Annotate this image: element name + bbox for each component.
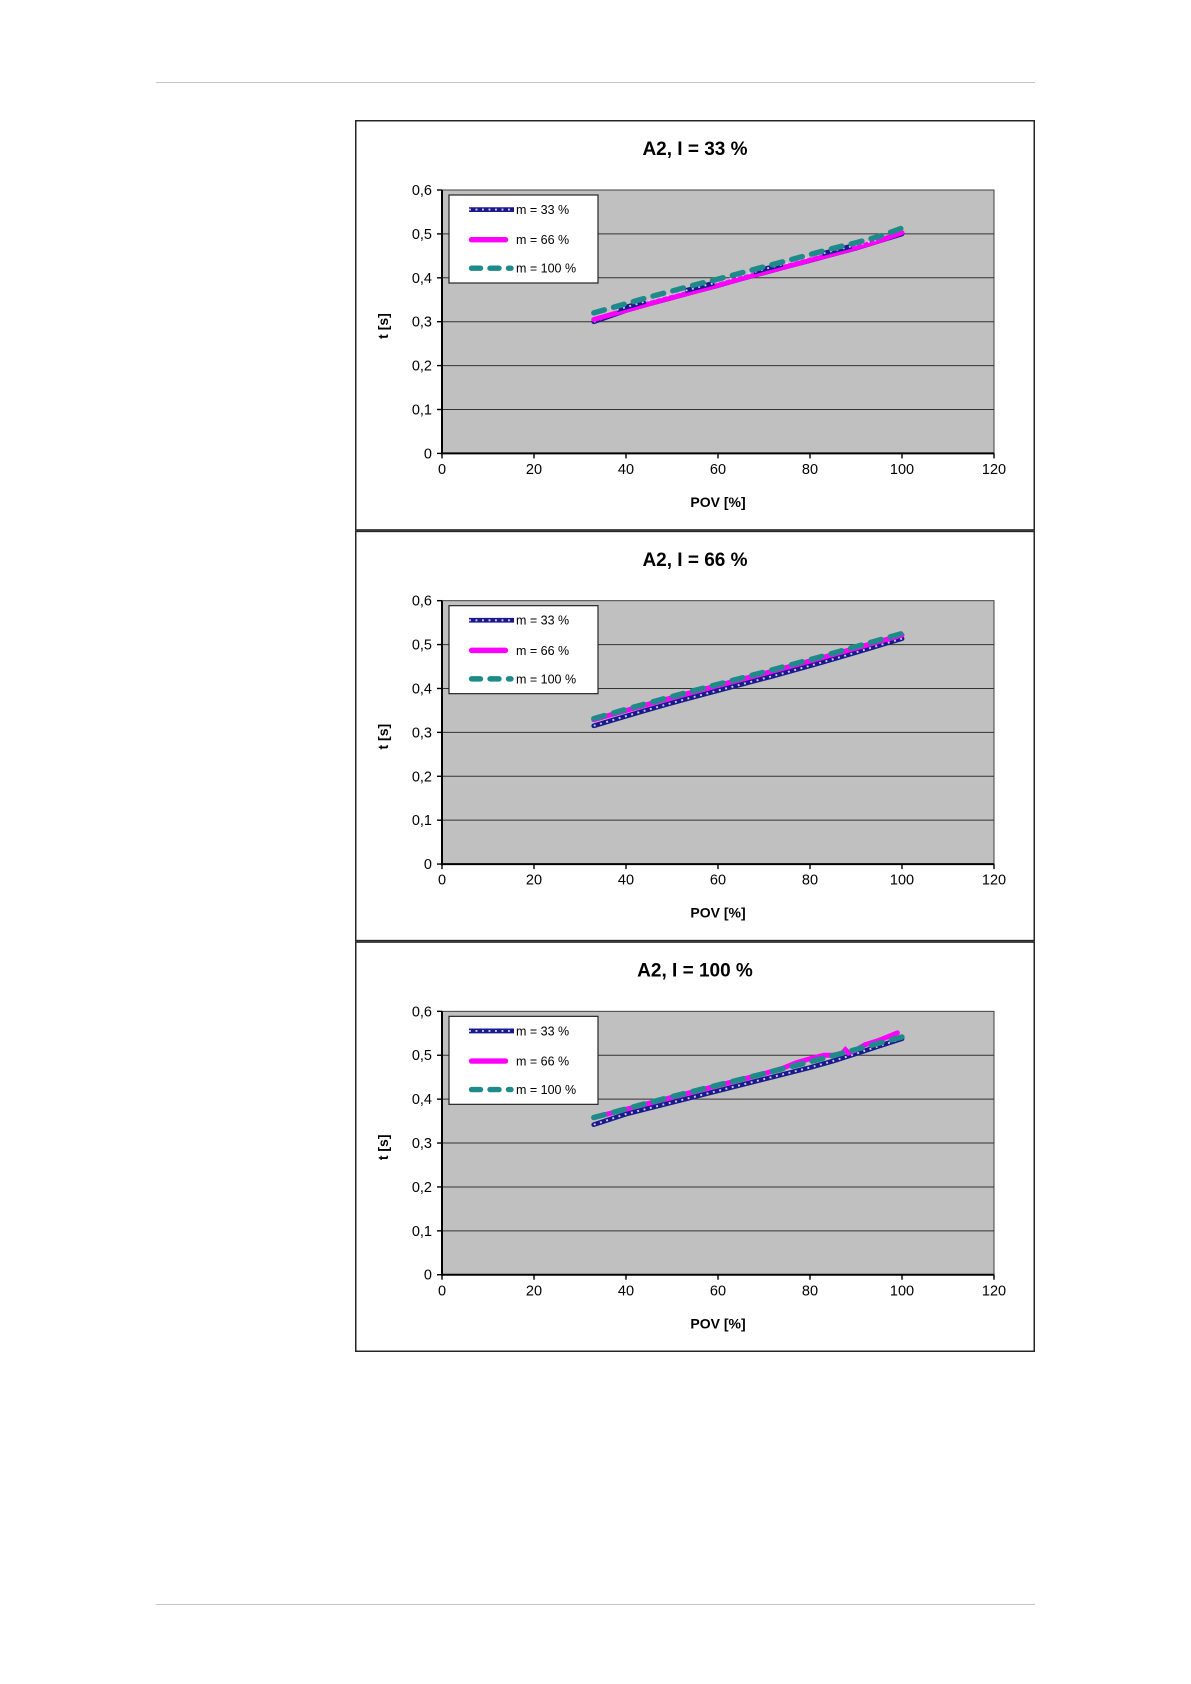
svg-text:60: 60 [710,462,726,478]
svg-text:m = 100 %: m = 100 % [516,262,576,276]
svg-text:60: 60 [710,1283,726,1299]
svg-text:0,1: 0,1 [412,813,432,829]
svg-text:40: 40 [618,1283,634,1299]
svg-text:0,1: 0,1 [412,403,432,419]
svg-text:POV [%]: POV [%] [690,1315,745,1331]
svg-text:120: 120 [982,462,1006,478]
svg-text:0,6: 0,6 [412,594,432,610]
svg-text:80: 80 [802,873,818,889]
svg-text:0,3: 0,3 [412,1136,432,1152]
svg-text:80: 80 [802,462,818,478]
svg-text:m = 66 %: m = 66 % [516,233,569,247]
svg-text:0: 0 [424,857,432,873]
svg-text:0,5: 0,5 [412,1048,432,1064]
svg-text:0,4: 0,4 [412,1092,432,1108]
svg-text:A2, I = 100 %: A2, I = 100 % [637,961,753,982]
svg-text:0: 0 [438,1283,446,1299]
svg-text:0,4: 0,4 [412,681,432,697]
svg-text:m = 33 %: m = 33 % [516,1024,569,1038]
svg-text:m = 66 %: m = 66 % [516,644,569,658]
svg-text:m = 100 %: m = 100 % [516,672,576,686]
svg-text:100: 100 [890,873,914,889]
svg-text:t [s]: t [s] [375,724,391,750]
svg-text:40: 40 [618,462,634,478]
svg-text:0,2: 0,2 [412,1180,432,1196]
svg-text:t [s]: t [s] [375,1135,391,1161]
svg-text:80: 80 [802,1283,818,1299]
svg-text:0: 0 [424,446,432,462]
svg-text:100: 100 [890,1283,914,1299]
svg-text:0,5: 0,5 [412,638,432,654]
svg-text:m = 33 %: m = 33 % [516,614,569,628]
svg-text:POV [%]: POV [%] [690,905,745,921]
svg-text:A2, I = 66 %: A2, I = 66 % [642,550,747,571]
svg-text:0,3: 0,3 [412,315,432,331]
svg-text:m = 33 %: m = 33 % [516,203,569,217]
svg-text:60: 60 [710,873,726,889]
svg-text:0: 0 [438,462,446,478]
svg-text:100: 100 [890,462,914,478]
svg-text:0,5: 0,5 [412,227,432,243]
svg-text:40: 40 [618,873,634,889]
svg-text:0,3: 0,3 [412,725,432,741]
svg-text:120: 120 [982,1283,1006,1299]
svg-text:20: 20 [526,462,542,478]
svg-text:0,6: 0,6 [412,1004,432,1020]
svg-text:A2, I = 33 %: A2, I = 33 % [642,139,747,160]
svg-text:0: 0 [424,1268,432,1284]
svg-text:t [s]: t [s] [375,313,391,339]
svg-text:0,2: 0,2 [412,359,432,375]
svg-text:m = 66 %: m = 66 % [516,1054,569,1068]
svg-text:20: 20 [526,1283,542,1299]
svg-text:0,4: 0,4 [412,271,432,287]
svg-text:0: 0 [438,873,446,889]
svg-text:m = 100 %: m = 100 % [516,1083,576,1097]
svg-text:120: 120 [982,873,1006,889]
svg-text:20: 20 [526,873,542,889]
svg-text:POV [%]: POV [%] [690,494,745,510]
svg-text:0,2: 0,2 [412,769,432,785]
svg-text:0,1: 0,1 [412,1224,432,1240]
svg-text:0,6: 0,6 [412,183,432,199]
